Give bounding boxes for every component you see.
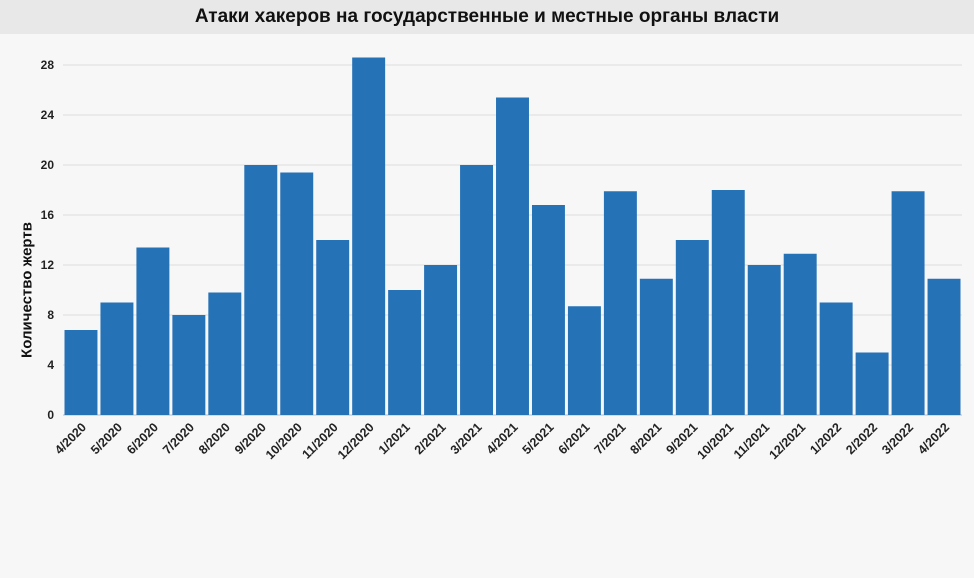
- bar-1-2022: [819, 302, 853, 415]
- bar-11-2021: [747, 265, 781, 415]
- bar-2-2022: [855, 352, 889, 415]
- bar-4-2020: [64, 330, 98, 415]
- y-tick-label: 4: [47, 358, 54, 372]
- bar-12-2020: [352, 57, 386, 415]
- y-tick-label: 12: [41, 258, 55, 272]
- x-tick-label: 2/2022: [843, 420, 880, 457]
- y-tick-labels: 0 4 8 12 16 20 24 28: [41, 58, 55, 422]
- bar-9-2021: [675, 240, 709, 415]
- x-tick-label: 12/2021: [766, 420, 808, 462]
- x-tick-label: 2/2021: [412, 420, 449, 457]
- bar-10-2020: [280, 172, 314, 415]
- bar-11-2020: [316, 240, 350, 415]
- bars: [64, 57, 961, 415]
- x-tick-label: 4/2022: [915, 420, 952, 457]
- bar-9-2020: [244, 165, 278, 415]
- bar-3-2021: [460, 165, 494, 415]
- chart-title: Атаки хакеров на государственные и местн…: [194, 6, 780, 27]
- bar-6-2020: [136, 247, 170, 415]
- x-tick-label: 4/2021: [484, 420, 521, 457]
- x-tick-label: 11/2021: [731, 420, 772, 461]
- bar-3-2022: [891, 191, 925, 415]
- title-bar: Атаки хакеров на государственные и местн…: [0, 0, 974, 34]
- bar-12-2021: [783, 253, 817, 415]
- x-tick-label: 12/2020: [335, 420, 377, 462]
- x-tick-label: 1/2021: [376, 420, 413, 457]
- bar-4-2021: [496, 97, 529, 415]
- x-tick-label: 5/2021: [520, 420, 557, 457]
- x-tick-label: 6/2020: [124, 420, 161, 457]
- x-tick-label: 10/2020: [263, 420, 305, 462]
- bar-5-2020: [100, 302, 134, 415]
- x-tick-label: 7/2020: [160, 420, 197, 457]
- y-tick-label: 0: [47, 408, 54, 422]
- y-tick-label: 20: [41, 158, 55, 172]
- x-tick-label: 8/2021: [628, 420, 665, 457]
- bar-10-2021: [711, 190, 745, 415]
- x-tick-label: 10/2021: [695, 420, 737, 462]
- bar-4-2022: [927, 278, 961, 415]
- x-tick-label: 8/2020: [196, 420, 233, 457]
- y-tick-label: 24: [41, 108, 55, 122]
- y-tick-label: 16: [41, 208, 55, 222]
- y-tick-label: 8: [47, 308, 54, 322]
- x-tick-label: 5/2020: [88, 420, 125, 457]
- x-tick-label: 4/2020: [52, 420, 89, 457]
- bar-7-2020: [172, 315, 206, 415]
- bar-5-2021: [531, 205, 565, 415]
- bar-2-2021: [424, 265, 458, 415]
- x-tick-label: 3/2022: [879, 420, 916, 457]
- bar-8-2020: [208, 292, 242, 415]
- x-tick-label: 1/2022: [807, 420, 844, 457]
- x-tick-label: 11/2020: [299, 420, 340, 461]
- bar-8-2021: [639, 278, 673, 415]
- x-tick-label: 6/2021: [556, 420, 593, 457]
- x-tick-label: 3/2021: [448, 420, 485, 457]
- bar-7-2021: [603, 191, 637, 415]
- bar-1-2021: [388, 290, 422, 415]
- x-tick-label: 7/2021: [592, 420, 629, 457]
- y-tick-label: 28: [41, 58, 55, 72]
- x-tick-labels: 4/2020 5/2020 6/2020 7/2020 8/2020 9/202010/2…: [52, 420, 952, 462]
- bar-6-2021: [567, 306, 601, 415]
